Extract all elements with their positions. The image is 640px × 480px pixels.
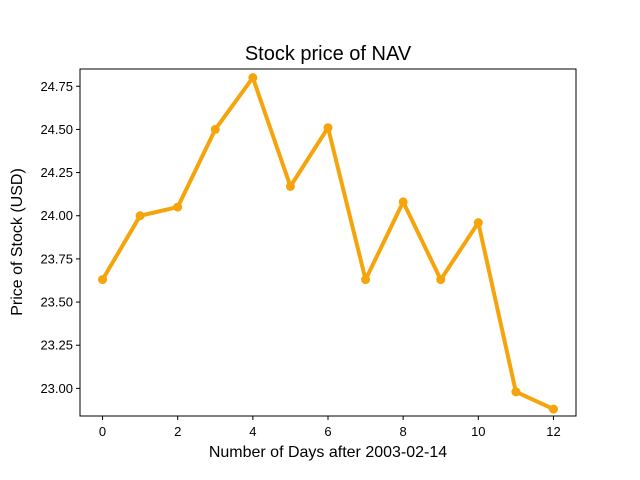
x-tick-label: 8 — [400, 424, 407, 439]
x-tick-label: 10 — [471, 424, 485, 439]
data-point — [173, 202, 183, 212]
y-tick-label: 24.75 — [40, 79, 73, 94]
data-point — [285, 181, 295, 191]
data-point — [361, 275, 371, 285]
x-axis-label: Number of Days after 2003-02-14 — [209, 444, 447, 461]
data-point — [436, 275, 446, 285]
x-tick-label: 12 — [546, 424, 560, 439]
y-axis-ticks: 23.00 23.25 23.50 23.75 24.00 24.25 24.50 24.75 — [40, 79, 80, 396]
y-axis-label: Price of Stock (USD) — [9, 168, 26, 316]
x-tick-label: 2 — [174, 424, 181, 439]
data-point — [398, 197, 408, 207]
data-point — [511, 387, 521, 397]
x-tick-label: 0 — [99, 424, 106, 439]
y-tick-label: 23.00 — [40, 381, 73, 396]
y-tick-label: 24.25 — [40, 165, 73, 180]
x-axis-ticks: 0 2 4 6 8 10 12 — [99, 416, 561, 439]
y-tick-label: 24.00 — [40, 208, 73, 223]
plot-area-frame — [79, 68, 577, 417]
data-point — [98, 275, 108, 285]
x-tick-label: 6 — [324, 424, 331, 439]
plot-series — [98, 73, 558, 414]
data-point — [248, 73, 258, 83]
data-point — [473, 218, 483, 228]
y-tick-label: 24.50 — [40, 122, 73, 137]
y-tick-label: 23.25 — [40, 338, 73, 353]
y-tick-label: 23.75 — [40, 251, 73, 266]
x-tick-label: 4 — [249, 424, 256, 439]
chart-title: Stock price of NAV — [245, 43, 412, 65]
data-point — [135, 211, 145, 221]
data-point — [210, 124, 220, 134]
data-point — [323, 123, 333, 133]
data-point — [548, 404, 558, 414]
y-tick-label: 23.50 — [40, 295, 73, 310]
